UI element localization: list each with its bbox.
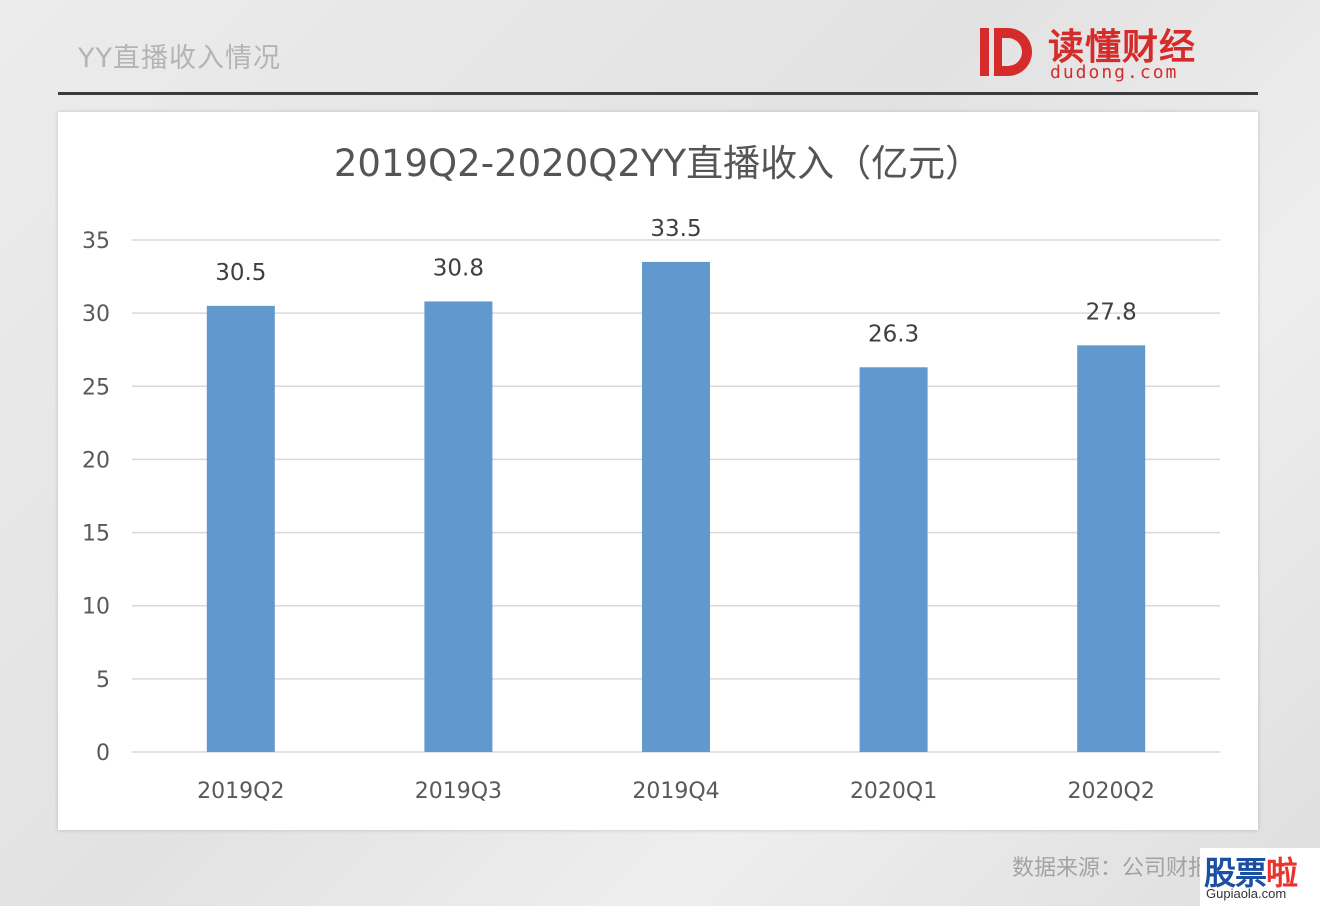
page-title: YY直播收入情况: [78, 43, 281, 74]
data-source-note: 数据来源：公司财报: [1012, 856, 1211, 881]
data-label: 26.3: [868, 321, 919, 347]
chart-panel: 2019Q2-2020Q2YY直播收入（亿元） 0 5 10 15 20 25 30 35 3…: [58, 112, 1258, 830]
x-tick-label: 2020Q1: [850, 779, 937, 804]
chart-title: 2019Q2-2020Q2YY直播收入（亿元）: [334, 142, 982, 185]
watermark-char: 票: [1235, 854, 1267, 892]
data-label: 33.5: [650, 216, 701, 242]
logo-name-cn: 读懂财经: [1048, 27, 1197, 68]
x-tick-label: 2019Q3: [415, 779, 502, 804]
y-tick-label: 30: [82, 302, 110, 327]
y-tick-label: 35: [82, 229, 110, 254]
brand-logo: 读懂财经 dudong.com: [978, 18, 1218, 84]
y-tick-label: 0: [96, 741, 110, 766]
watermark: 股票啦 Gupiaola.com: [1200, 848, 1320, 906]
data-label: 27.8: [1086, 299, 1137, 325]
y-tick-label: 25: [82, 375, 110, 400]
data-label: 30.8: [433, 255, 484, 281]
x-tick-label: 2019Q2: [197, 779, 284, 804]
watermark-domain: Gupiaola.com: [1206, 886, 1287, 901]
bar: [424, 301, 493, 752]
bar: [859, 367, 928, 752]
bar: [206, 305, 275, 752]
bar: [1077, 345, 1146, 752]
x-tick-label: 2020Q2: [1068, 779, 1155, 804]
bars: 30.5 2019Q2 30.8 2019Q3 33.5 2019Q4 26.3 2020Q1…: [197, 216, 1155, 804]
watermark-char: 啦: [1266, 854, 1298, 892]
x-tick-label: 2019Q4: [632, 779, 719, 804]
bar-chart: 2019Q2-2020Q2YY直播收入（亿元） 0 5 10 15 20 25 30 35 3…: [82, 142, 1220, 804]
data-label: 30.5: [215, 260, 266, 286]
header-divider: [58, 92, 1258, 95]
y-tick-label: 20: [82, 448, 110, 473]
logo-name-en: dudong.com: [1050, 62, 1179, 83]
bar: [642, 261, 710, 752]
y-tick-label: 15: [82, 522, 110, 547]
logo-mark-icon: [980, 28, 1032, 76]
y-tick-label: 10: [82, 595, 110, 620]
watermark-char: 股: [1204, 854, 1236, 892]
watermark-name: 股票啦: [1204, 848, 1298, 894]
y-tick-label: 5: [96, 668, 110, 693]
